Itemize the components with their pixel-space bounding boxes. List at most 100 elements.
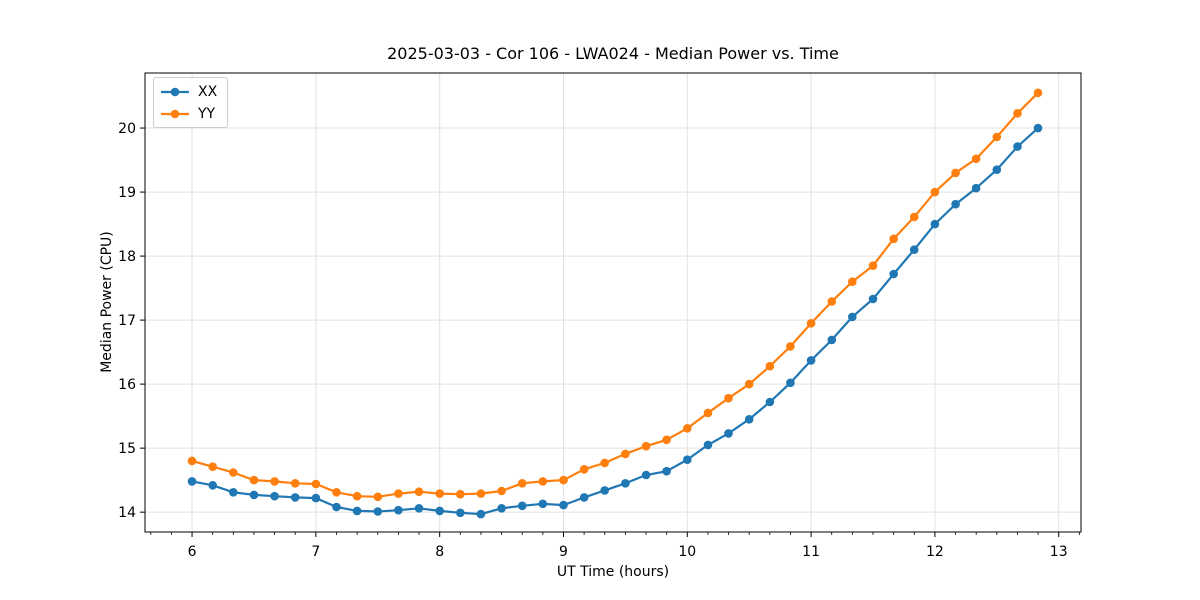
x-tick-label: 11 [802,544,820,560]
legend-label-yy: YY [198,105,216,122]
data-point [806,356,816,365]
data-point [497,486,506,496]
data-point [249,475,259,485]
data-point [827,335,837,345]
data-point [641,470,651,480]
data-point [662,435,671,445]
data-point [683,424,692,433]
data-point [951,199,960,209]
data-point [683,455,692,465]
y-tick-label: 15 [118,441,136,457]
data-point [951,168,960,178]
data-point [352,506,362,516]
data-point [1033,123,1043,133]
y-axis-label: Median Power (CPU) [99,231,115,373]
data-point [208,462,217,472]
y-tick-label: 18 [118,249,136,265]
data-point [971,183,981,193]
y-tick-label: 17 [118,313,136,329]
data-point [414,504,424,513]
series-xx [187,123,1043,519]
data-point [538,477,548,486]
x-tick-label: 13 [1050,544,1068,560]
data-point [187,477,197,486]
data-point [992,132,1002,142]
data-point [909,212,919,222]
chart-title: 2025-03-03 - Cor 106 - LWA024 - Median P… [387,44,839,63]
plot-grid [145,73,1081,532]
x-tick-label: 6 [188,544,197,560]
data-point [703,408,713,418]
data-point [806,319,816,328]
data-point [930,187,940,197]
data-point [559,500,568,510]
data-point [744,379,754,389]
data-point [373,507,383,516]
data-point [332,502,341,512]
data-point [868,261,878,271]
data-point [641,441,651,451]
x-axis-label: UT Time (hours) [556,564,670,580]
data-point [394,489,403,498]
data-point [538,499,548,509]
series-yy [187,88,1043,502]
data-point [476,489,486,498]
data-point [352,491,362,501]
data-point [332,488,341,497]
data-point [414,487,424,497]
legend-swatch-xx-icon [161,87,189,96]
data-point [290,479,300,488]
data-point [1013,109,1022,118]
x-tick-label: 12 [926,544,944,560]
legend: XX YY [153,77,229,128]
data-point [868,294,878,304]
data-point [229,488,238,497]
data-point [909,245,919,254]
data-point [992,165,1002,174]
data-point [724,429,733,438]
data-point [476,509,486,519]
y-tick-label: 20 [118,121,136,137]
data-point [517,479,527,488]
x-tick-label: 7 [311,544,320,560]
data-point [497,504,506,513]
data-point [456,489,465,499]
data-point [270,491,279,501]
data-point [971,154,981,164]
data-point [311,479,321,489]
data-point [889,234,898,244]
x-tick-label: 10 [678,544,696,560]
legend-label-xx: XX [198,83,218,100]
legend-swatch-yy-icon [161,109,189,118]
x-axis: 6 7 8 9 10 11 12 13 [150,532,1080,560]
x-tick-label: 8 [435,544,444,560]
data-point [229,468,238,477]
data-point [456,508,465,518]
data-point [848,277,857,287]
series-xx-line [191,127,1039,516]
data-point [930,219,940,229]
legend-item-xx: XX [160,82,217,101]
plot-spines [144,72,1082,533]
data-point [848,312,857,322]
data-point [559,475,568,485]
data-point [600,486,609,495]
data-point [579,493,589,502]
x-tick-label: 9 [559,544,568,560]
data-point [703,440,713,450]
data-point [827,297,837,306]
data-point [621,449,630,459]
data-point [435,489,445,498]
data-point [600,458,609,468]
data-point [290,493,300,502]
data-point [373,492,383,502]
data-point [311,493,321,503]
data-point [765,361,775,371]
data-point [1013,142,1022,151]
data-point [786,342,795,351]
data-point [249,490,259,500]
data-point [435,506,445,516]
data-point [786,378,795,388]
legend-item-yy: YY [160,104,217,123]
